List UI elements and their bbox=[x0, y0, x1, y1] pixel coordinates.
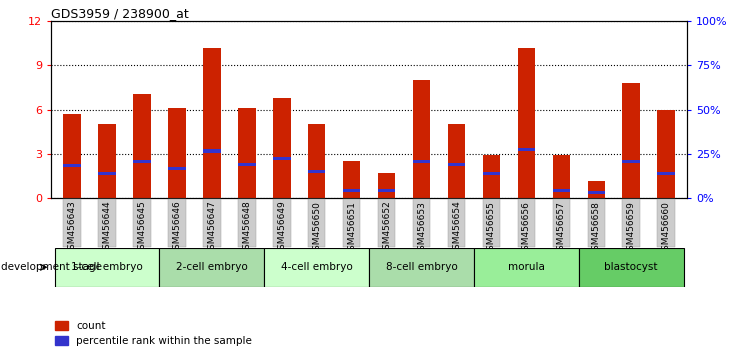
Bar bbox=[133, 199, 151, 247]
Bar bbox=[168, 199, 186, 247]
Bar bbox=[413, 160, 431, 163]
Bar bbox=[273, 199, 290, 247]
Bar bbox=[657, 199, 675, 247]
Bar bbox=[553, 199, 570, 247]
Bar bbox=[308, 199, 325, 247]
Bar bbox=[448, 163, 465, 166]
Bar bbox=[159, 248, 265, 287]
Bar bbox=[623, 83, 640, 198]
Bar bbox=[64, 114, 81, 198]
Text: GSM456655: GSM456655 bbox=[487, 201, 496, 256]
Bar bbox=[265, 248, 369, 287]
Bar bbox=[343, 189, 360, 193]
Bar bbox=[413, 80, 431, 198]
Bar bbox=[518, 148, 535, 151]
Bar bbox=[203, 199, 221, 247]
Bar bbox=[203, 149, 221, 153]
Bar bbox=[168, 108, 186, 198]
Text: morula: morula bbox=[508, 262, 545, 272]
Text: GSM456645: GSM456645 bbox=[137, 201, 146, 256]
Bar bbox=[657, 172, 675, 175]
Text: GSM456658: GSM456658 bbox=[592, 201, 601, 256]
Text: GSM456646: GSM456646 bbox=[173, 201, 181, 256]
Text: GSM456656: GSM456656 bbox=[522, 201, 531, 256]
Text: GSM456643: GSM456643 bbox=[68, 201, 77, 256]
Bar bbox=[168, 167, 186, 170]
Bar bbox=[553, 189, 570, 193]
Bar bbox=[588, 199, 605, 247]
Bar bbox=[238, 108, 256, 198]
Text: GDS3959 / 238900_at: GDS3959 / 238900_at bbox=[51, 7, 189, 20]
Text: 8-cell embryo: 8-cell embryo bbox=[386, 262, 458, 272]
Bar bbox=[623, 199, 640, 247]
Bar bbox=[99, 125, 115, 198]
Text: GSM456648: GSM456648 bbox=[243, 201, 251, 256]
Bar bbox=[448, 199, 465, 247]
Bar bbox=[623, 160, 640, 163]
Text: 2-cell embryo: 2-cell embryo bbox=[176, 262, 248, 272]
Bar bbox=[99, 172, 115, 175]
Text: GSM456653: GSM456653 bbox=[417, 201, 426, 256]
Bar bbox=[343, 199, 360, 247]
Bar bbox=[588, 181, 605, 198]
Text: 1-cell embryo: 1-cell embryo bbox=[71, 262, 143, 272]
Bar bbox=[588, 191, 605, 194]
Bar bbox=[482, 199, 500, 247]
Bar bbox=[64, 164, 81, 167]
Bar bbox=[203, 48, 221, 198]
Bar bbox=[238, 199, 256, 247]
Bar bbox=[579, 248, 683, 287]
Text: GSM456660: GSM456660 bbox=[662, 201, 670, 256]
Bar bbox=[308, 125, 325, 198]
Text: GSM456649: GSM456649 bbox=[277, 201, 287, 256]
Bar bbox=[273, 157, 290, 160]
Text: 4-cell embryo: 4-cell embryo bbox=[281, 262, 352, 272]
Bar bbox=[378, 189, 395, 193]
Bar bbox=[657, 110, 675, 198]
Text: GSM456654: GSM456654 bbox=[452, 201, 461, 256]
Text: blastocyst: blastocyst bbox=[605, 262, 658, 272]
Bar bbox=[378, 199, 395, 247]
Bar bbox=[482, 155, 500, 198]
Bar bbox=[518, 199, 535, 247]
Bar bbox=[553, 155, 570, 198]
Text: development stage: development stage bbox=[1, 262, 102, 272]
Bar bbox=[448, 125, 465, 198]
Bar bbox=[64, 199, 81, 247]
Bar bbox=[369, 248, 474, 287]
Bar bbox=[308, 170, 325, 173]
Bar bbox=[273, 98, 290, 198]
Bar bbox=[482, 172, 500, 175]
Bar bbox=[378, 173, 395, 198]
Text: GSM456650: GSM456650 bbox=[312, 201, 321, 256]
Bar bbox=[133, 93, 151, 198]
Bar bbox=[474, 248, 579, 287]
Text: GSM456647: GSM456647 bbox=[208, 201, 216, 256]
Text: GSM456657: GSM456657 bbox=[557, 201, 566, 256]
Text: GSM456652: GSM456652 bbox=[382, 201, 391, 256]
Bar bbox=[413, 199, 431, 247]
Bar bbox=[99, 199, 115, 247]
Legend: count, percentile rank within the sample: count, percentile rank within the sample bbox=[51, 317, 256, 350]
Bar bbox=[133, 160, 151, 163]
Text: GSM456644: GSM456644 bbox=[102, 201, 112, 255]
Text: GSM456659: GSM456659 bbox=[626, 201, 636, 256]
Bar bbox=[238, 163, 256, 166]
Bar bbox=[55, 248, 159, 287]
Text: GSM456651: GSM456651 bbox=[347, 201, 356, 256]
Bar bbox=[518, 48, 535, 198]
Bar bbox=[343, 161, 360, 198]
